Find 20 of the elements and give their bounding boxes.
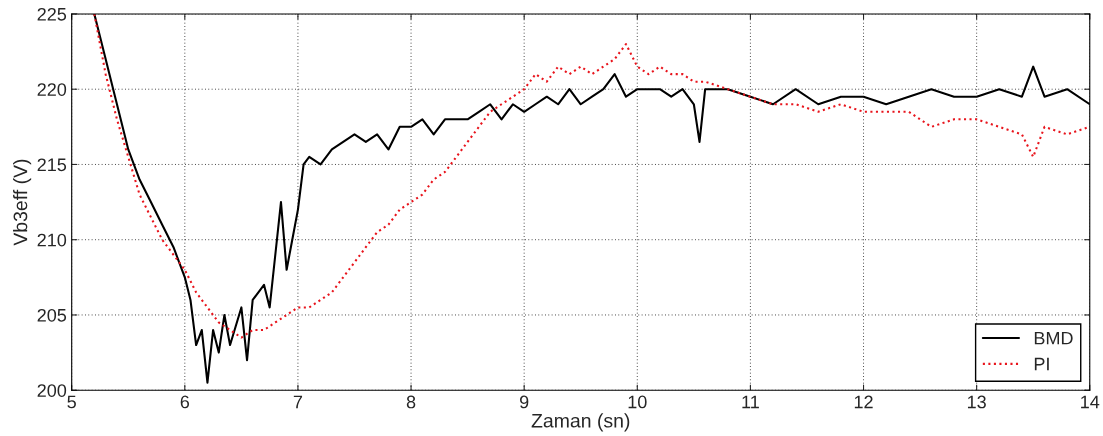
x-tick-label: 5	[67, 395, 76, 409]
x-tick-label: 7	[293, 395, 303, 409]
x-tick-label: 8	[406, 395, 416, 409]
y-tick-label: 220	[37, 83, 67, 96]
x-tick-label: 14	[1081, 395, 1100, 409]
x-tick-label: 13	[967, 395, 986, 409]
x-tick-label: 12	[854, 395, 873, 409]
y-axis-title: Vb3eff (V)	[13, 159, 32, 246]
x-tick-label: 10	[628, 395, 647, 409]
x-tick-label: 6	[180, 395, 190, 409]
x-tick-label: 11	[742, 395, 759, 409]
legend-label: BMD	[1034, 331, 1073, 345]
legend-label: PI	[1034, 357, 1049, 371]
y-tick-label: 225	[37, 7, 67, 21]
y-tick-label: 200	[37, 384, 67, 397]
y-tick-label: 205	[37, 308, 67, 322]
y-tick-label: 210	[37, 233, 67, 247]
y-tick-label: 215	[37, 158, 67, 172]
x-tick-label: 9	[520, 395, 529, 409]
x-axis-title: Zaman (sn)	[531, 413, 630, 432]
